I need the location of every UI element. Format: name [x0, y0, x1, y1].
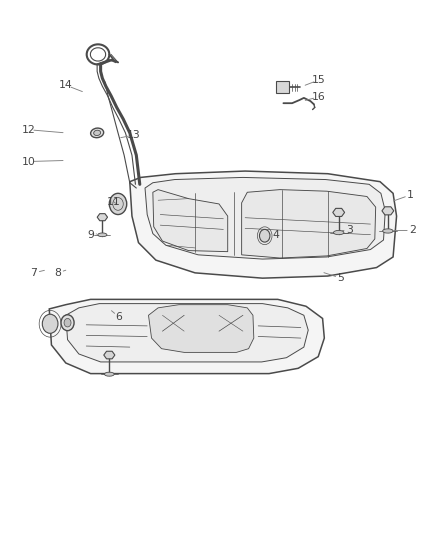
Ellipse shape	[383, 229, 393, 233]
Ellipse shape	[94, 130, 101, 135]
Text: 4: 4	[272, 230, 279, 240]
Text: 10: 10	[21, 157, 35, 166]
Text: 11: 11	[107, 197, 120, 207]
Polygon shape	[333, 208, 345, 216]
Polygon shape	[382, 207, 394, 215]
Text: 3: 3	[346, 225, 353, 236]
Text: 7: 7	[31, 268, 38, 278]
Polygon shape	[148, 305, 254, 352]
Polygon shape	[66, 304, 308, 362]
Circle shape	[110, 193, 127, 215]
Text: 1: 1	[407, 190, 414, 200]
Ellipse shape	[333, 230, 344, 235]
Text: 13: 13	[127, 130, 141, 140]
Circle shape	[64, 318, 71, 327]
Polygon shape	[130, 171, 396, 278]
Circle shape	[61, 315, 74, 330]
Polygon shape	[104, 351, 115, 359]
Text: 5: 5	[337, 273, 344, 283]
Text: 14: 14	[59, 80, 73, 90]
Text: 15: 15	[312, 75, 326, 85]
Polygon shape	[242, 190, 376, 258]
Polygon shape	[145, 177, 385, 259]
Polygon shape	[49, 300, 324, 374]
Ellipse shape	[98, 233, 107, 237]
Polygon shape	[153, 190, 228, 252]
Text: 16: 16	[312, 92, 326, 102]
Text: 12: 12	[21, 125, 35, 135]
FancyBboxPatch shape	[276, 82, 289, 93]
Text: 8: 8	[54, 268, 61, 278]
Ellipse shape	[104, 372, 114, 376]
Circle shape	[42, 314, 58, 333]
Circle shape	[259, 229, 270, 242]
Text: 9: 9	[87, 230, 94, 240]
Polygon shape	[97, 214, 108, 221]
Text: 2: 2	[409, 225, 416, 236]
Text: 6: 6	[116, 312, 122, 322]
Ellipse shape	[91, 128, 104, 138]
